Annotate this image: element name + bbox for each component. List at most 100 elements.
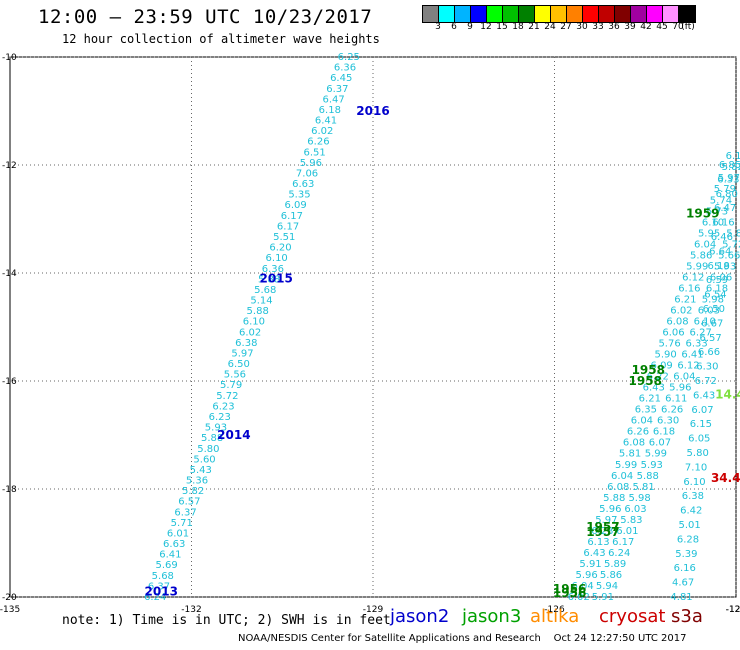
swh-value-label: 5.43 xyxy=(190,465,212,476)
color-swatch xyxy=(471,6,487,22)
swh-value-label: 6.10 xyxy=(694,316,716,327)
swh-value-label: 5.80 xyxy=(687,448,709,459)
color-swatch xyxy=(599,6,615,22)
y-tick-label: -18 xyxy=(2,485,17,495)
time-label: 1958 xyxy=(629,374,662,388)
swh-value-label: 6.37 xyxy=(148,581,170,592)
swh-value-label: 6.47 xyxy=(322,94,344,105)
time-label: 1956 xyxy=(553,586,586,600)
y-tick-label: -20 xyxy=(2,593,17,603)
color-scale-label: 3 xyxy=(435,22,441,32)
swh-value-label: 6.09 xyxy=(651,361,673,372)
swh-value-label: 6.85 xyxy=(719,160,740,171)
swh-value-label: 6.47 xyxy=(714,203,736,214)
swh-value-label: 6.50 xyxy=(703,304,725,315)
swh-value-label: 6.30 xyxy=(696,362,718,373)
swh-value-label: 5.96 xyxy=(575,570,597,581)
swh-value-label: 6.18 xyxy=(708,261,730,272)
swh-value-label: 6.11 xyxy=(665,394,687,405)
swh-value-label: 6.27 xyxy=(690,328,712,339)
swh-value-label: 6.24 xyxy=(144,592,166,603)
time-label: 2013 xyxy=(145,585,178,599)
swh-value-label: 6.33 xyxy=(685,339,707,350)
swh-value-label: 6.41 xyxy=(315,116,337,127)
footer-note: note: 1) Time is in UTC; 2) SWH is in fe… xyxy=(62,613,391,628)
color-swatch xyxy=(551,6,567,22)
swh-value-label: 5.68 xyxy=(254,285,276,296)
swh-value-label: 6.08 xyxy=(623,438,645,449)
swh-value-label: 6.10 xyxy=(266,253,288,264)
color-scale-bar xyxy=(422,5,696,23)
chart-title: 12:00 — 23:59 UTC 10/23/2017 xyxy=(38,6,373,28)
swh-value-label: 6.63 xyxy=(292,179,314,190)
swh-value-label: 5.88 xyxy=(247,306,269,317)
swh-value-label: 5.68 xyxy=(152,571,174,582)
y-tick-label: -12 xyxy=(2,161,17,171)
swh-value-label: 5.74 xyxy=(710,195,732,206)
swh-value-label: 5.56 xyxy=(224,370,246,381)
swh-value-label: 6.01 xyxy=(167,528,189,539)
swh-value-label: 6.05 xyxy=(688,434,710,445)
swh-value-label: 6.02 xyxy=(670,305,692,316)
color-scale-labels: 3 6 9 12 15 18 21 24 27 30 33 36 39 42 45 70 (ft) xyxy=(422,22,740,36)
swh-value-label: 6.36 xyxy=(262,264,284,275)
x-tick-label: -12 xyxy=(726,605,740,615)
time-label: 2016 xyxy=(356,104,389,118)
swh-value-label: 6.43 xyxy=(583,548,605,559)
swh-value-label: 5.97 xyxy=(231,348,253,359)
swh-value-label: 6.35 xyxy=(635,405,657,416)
swh-value-label: 6.43 xyxy=(693,390,715,401)
time-label: 2014 xyxy=(217,428,250,442)
color-scale-label: 33 xyxy=(592,22,604,32)
swh-value-label: 6.50 xyxy=(228,359,250,370)
swh-value-label: 5.51 xyxy=(273,232,295,243)
swh-value-label: 5.82 xyxy=(182,486,204,497)
color-swatch xyxy=(583,6,599,22)
swh-value-label: 6.57 xyxy=(178,497,200,508)
swh-value-label: 6.67 xyxy=(701,318,723,329)
color-scale-label: 12 xyxy=(480,22,492,32)
swh-value-label: 5.73 xyxy=(706,206,728,217)
swh-value-label: 6.37 xyxy=(326,84,348,95)
color-scale-label: 24 xyxy=(544,22,556,32)
swh-value-label: 6.04 xyxy=(673,372,695,383)
swh-value-label: 6.46 xyxy=(711,232,733,243)
color-swatch xyxy=(519,6,535,22)
swh-value-label: 6.25 xyxy=(338,52,360,63)
swh-value-label: 5.76 xyxy=(658,339,680,350)
swh-value-label: 5.86 xyxy=(600,570,622,581)
time-label: 2015 xyxy=(259,271,292,285)
swh-value-label: 6.18 xyxy=(706,283,728,294)
legend-item-s3a: s3a xyxy=(671,606,703,627)
swh-value-label: 6.17 xyxy=(281,211,303,222)
swh-value-label: 6.38 xyxy=(682,491,704,502)
swh-value-label: 6.42 xyxy=(680,506,702,517)
swh-value-label: 5.97 xyxy=(718,173,740,184)
time-label: 14.4 xyxy=(715,388,740,402)
swh-value-label: 6.21 xyxy=(639,394,661,405)
swh-value-label: 7.10 xyxy=(685,462,707,473)
color-scale-label: 15 xyxy=(496,22,508,32)
swh-value-label: 5.88 xyxy=(201,433,223,444)
swh-value-label: 6.41 xyxy=(681,350,703,361)
color-swatch xyxy=(423,6,439,22)
swh-value-label: 5.71 xyxy=(171,518,193,529)
swh-value-label: 6.41 xyxy=(159,550,181,561)
legend-item-jason3: jason3 xyxy=(462,606,522,627)
swh-value-label: 5.93 xyxy=(714,261,736,272)
swh-value-label: 6.04 xyxy=(611,471,633,482)
swh-value-label: 5.79 xyxy=(714,184,736,195)
swh-value-label: 6.09 xyxy=(285,200,307,211)
swh-value-label: 5.99 xyxy=(645,449,667,460)
swh-value-label: 6.02 xyxy=(311,126,333,137)
swh-value-label: 6.10 xyxy=(702,217,724,228)
legend-item-altika: altika xyxy=(530,606,580,627)
swh-value-label: 5.98 xyxy=(628,493,650,504)
swh-value-label: 5.99 xyxy=(686,261,708,272)
swh-value-label: 5.90 xyxy=(654,350,676,361)
swh-value-label: 5.88 xyxy=(258,274,280,285)
swh-value-label: 5.91 xyxy=(579,559,601,570)
swh-value-label: 6.51 xyxy=(304,147,326,158)
swh-value-label: 5.99 xyxy=(615,460,637,471)
